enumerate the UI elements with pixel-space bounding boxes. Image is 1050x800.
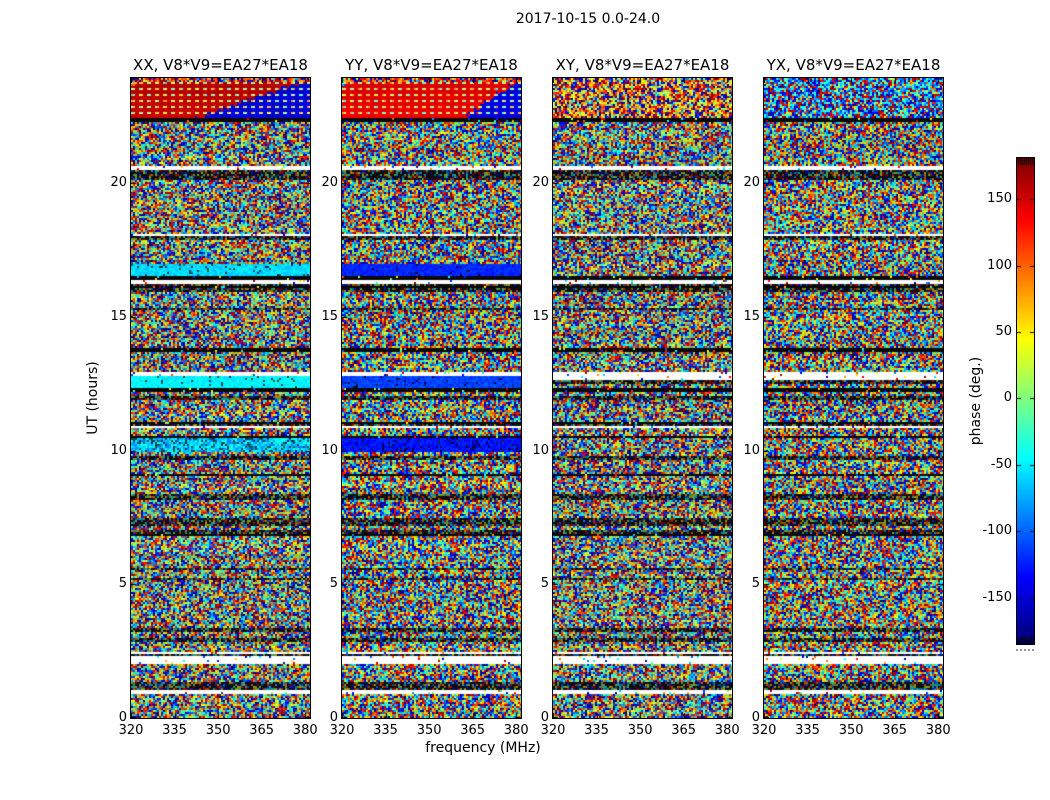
colorbar-tick-label: -50 <box>990 456 1012 472</box>
x-tick-label: 335 <box>162 723 187 738</box>
y-tick-label: 0 <box>751 710 760 725</box>
x-tick-label: 350 <box>838 723 864 738</box>
colorbar-tick-label: 0 <box>1003 390 1012 406</box>
heatmap-canvas-yx <box>764 78 943 718</box>
figure-title: 2017-10-15 0.0-24.0 <box>515 11 661 27</box>
y-tick-label: 5 <box>329 576 338 592</box>
colorbar-tick-label: 150 <box>987 191 1012 207</box>
x-tick-label: 320 <box>751 723 777 738</box>
colorbar-gradient-canvas <box>1017 158 1034 644</box>
x-tick-label: 365 <box>460 723 486 738</box>
colorbar-end-dots <box>1016 649 1034 651</box>
x-tick-label: 335 <box>795 723 820 738</box>
heatmap-canvas-yy <box>342 78 521 718</box>
x-tick-label: 365 <box>882 723 908 738</box>
y-tick-label: 5 <box>751 576 760 592</box>
y-tick-label: 20 <box>532 175 549 191</box>
y-tick-label: 5 <box>540 576 549 592</box>
y-tick-label: 0 <box>329 710 338 725</box>
heatmap-panel-yy <box>341 77 522 719</box>
y-tick-label: 15 <box>532 308 549 324</box>
colorbar-tick-label: 100 <box>987 257 1012 273</box>
y-tick-label: 15 <box>321 308 338 324</box>
x-tick-label: 320 <box>540 723 566 738</box>
y-tick-label: 20 <box>110 175 127 191</box>
panel-title-yx: YX, V8*V9=EA27*EA18 <box>766 56 941 74</box>
y-tick-label: 0 <box>118 710 127 725</box>
x-tick-label: 335 <box>584 723 609 738</box>
y-tick-label: 20 <box>743 175 760 191</box>
panel-title-xx: XX, V8*V9=EA27*EA18 <box>133 56 308 74</box>
colorbar-tick-label: 50 <box>995 323 1012 339</box>
x-tick-label: 380 <box>292 723 318 738</box>
y-tick-label: 20 <box>321 175 338 191</box>
x-tick-label: 350 <box>205 723 231 738</box>
y-tick-label: 10 <box>110 442 127 458</box>
y-tick-label: 15 <box>110 308 127 324</box>
x-tick-label: 365 <box>249 723 275 738</box>
colorbar-tick-label: -150 <box>982 589 1012 605</box>
x-tick-label: 380 <box>503 723 529 738</box>
x-tick-label: 380 <box>714 723 740 738</box>
colorbar-tick-label: -100 <box>982 523 1012 539</box>
x-tick-label: 365 <box>671 723 697 738</box>
x-tick-label: 380 <box>925 723 951 738</box>
x-axis-label: frequency (MHz) <box>425 740 541 756</box>
colorbar <box>1016 157 1035 645</box>
heatmap-canvas-xx <box>131 78 310 718</box>
panel-title-xy: XY, V8*V9=EA27*EA18 <box>555 56 730 74</box>
y-tick-label: 5 <box>118 576 127 592</box>
x-tick-label: 350 <box>627 723 653 738</box>
x-tick-label: 320 <box>118 723 144 738</box>
heatmap-panel-xx <box>130 77 311 719</box>
heatmap-panel-xy <box>552 77 733 719</box>
x-tick-label: 335 <box>373 723 398 738</box>
x-tick-label: 320 <box>329 723 355 738</box>
heatmap-panel-yx <box>763 77 944 719</box>
y-tick-label: 10 <box>321 442 338 458</box>
panel-title-yy: YY, V8*V9=EA27*EA18 <box>345 56 518 74</box>
heatmap-canvas-xy <box>553 78 732 718</box>
y-tick-label: 15 <box>743 308 760 324</box>
y-tick-label: 10 <box>743 442 760 458</box>
y-tick-label: 0 <box>540 710 549 725</box>
y-tick-label: 10 <box>532 442 549 458</box>
y-axis-label: UT (hours) <box>85 361 101 435</box>
x-tick-label: 350 <box>416 723 442 738</box>
